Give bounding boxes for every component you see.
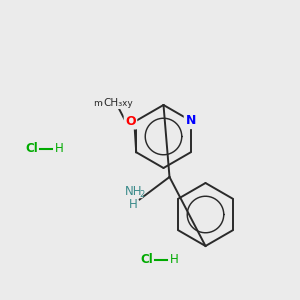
Text: CH₃: CH₃ — [103, 98, 122, 109]
Text: Cl: Cl — [141, 253, 153, 266]
Text: O: O — [125, 115, 136, 128]
Text: 2: 2 — [139, 190, 145, 199]
Text: NH: NH — [125, 184, 142, 198]
Text: H: H — [55, 142, 64, 155]
Text: H: H — [129, 197, 138, 211]
Text: H: H — [170, 253, 179, 266]
Text: methoxy: methoxy — [93, 99, 132, 108]
Text: N: N — [186, 114, 196, 127]
Text: Cl: Cl — [25, 142, 38, 155]
